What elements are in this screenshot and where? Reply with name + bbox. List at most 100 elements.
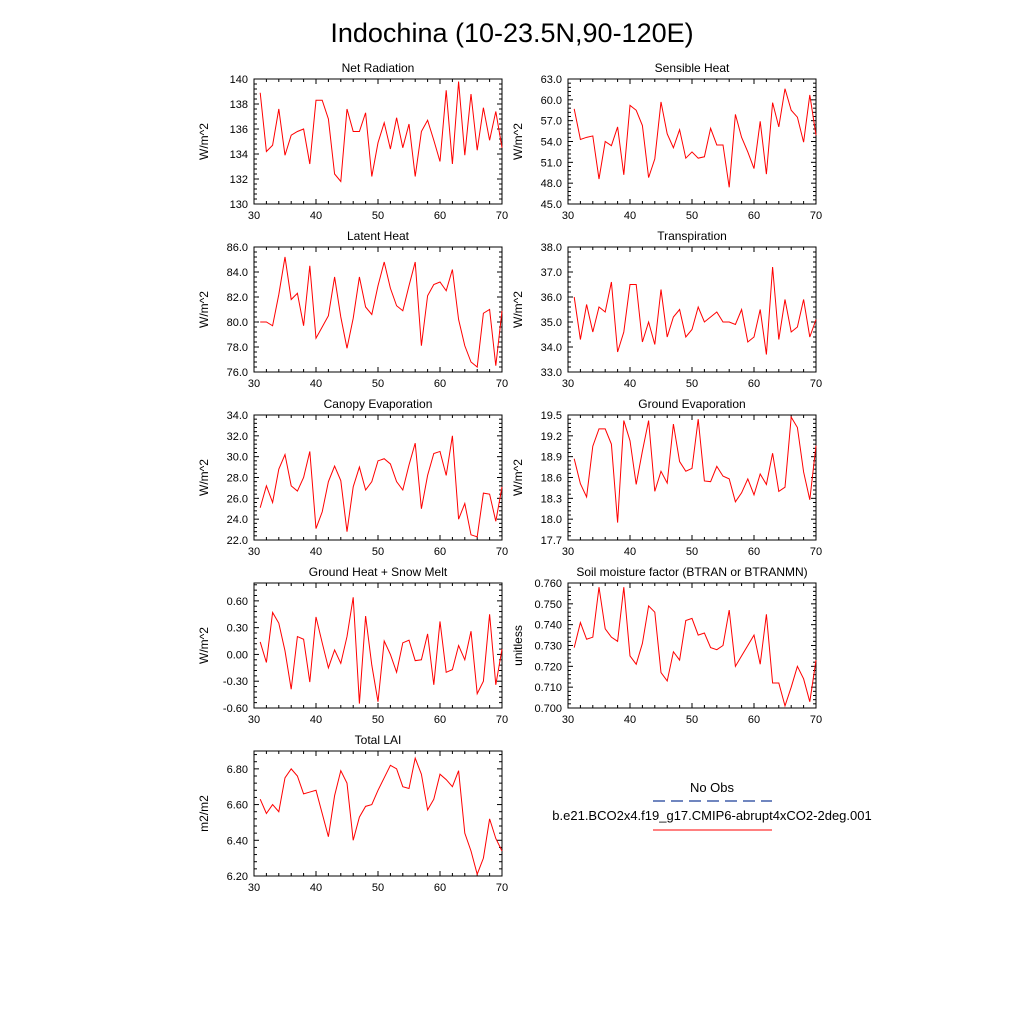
panel-9: Total LAI m2/m2 30 40 50 60 70 6.20 6.40 6.60 6.80 [197, 733, 508, 894]
x-tick-label: 40 [310, 378, 322, 390]
y-tick-label: 48.0 [541, 178, 562, 190]
series-line [259, 756, 503, 876]
y-axis-label: W/m^2 [197, 627, 211, 664]
x-tick-label: 50 [686, 378, 698, 390]
y-tick-label: 18.9 [541, 452, 562, 464]
y-axis-label: unitless [511, 625, 525, 666]
y-tick-label: 36.0 [541, 292, 562, 304]
x-tick-label: 40 [310, 210, 322, 222]
y-tick-label: 38.0 [541, 242, 562, 254]
y-axis-label: m2/m2 [197, 795, 211, 832]
x-tick-label: 50 [372, 882, 384, 894]
x-tick-label: 60 [434, 546, 446, 558]
x-tick-label: 70 [496, 378, 508, 390]
y-tick-label: 57.0 [541, 116, 562, 128]
y-tick-label: 0.30 [227, 623, 248, 635]
x-tick-label: 40 [624, 714, 636, 726]
y-tick-label: 0.760 [534, 578, 562, 590]
y-tick-label: 76.0 [227, 367, 248, 379]
x-tick-label: 30 [248, 210, 260, 222]
plot-frame [253, 414, 503, 541]
x-tick-label: 40 [310, 546, 322, 558]
y-tick-label: 0.700 [534, 703, 562, 715]
y-tick-label: 32.0 [227, 431, 248, 443]
series-line [573, 88, 817, 188]
x-tick-label: 60 [748, 714, 760, 726]
plot-frame [253, 246, 503, 373]
y-axis-label: W/m^2 [197, 291, 211, 328]
y-tick-label: 130 [230, 199, 248, 211]
x-tick-label: 70 [496, 882, 508, 894]
x-tick-label: 60 [748, 546, 760, 558]
y-tick-label: 24.0 [227, 514, 248, 526]
y-tick-label: 82.0 [227, 292, 248, 304]
y-axis-label: W/m^2 [197, 459, 211, 496]
x-tick-label: 30 [562, 378, 574, 390]
y-tick-label: 0.740 [534, 620, 562, 632]
y-tick-label: 136 [230, 124, 248, 136]
panels: Net Radiation W/m^2 30 40 50 60 70 130 132 134 136… [197, 61, 822, 894]
legend: No Obs b.e21.BCO2x4.f19_g17.CMIP6-abrupt… [552, 780, 872, 831]
x-tick-label: 70 [810, 546, 822, 558]
x-tick-label: 40 [310, 882, 322, 894]
panel-title: Sensible Heat [655, 61, 730, 75]
x-tick-label: 50 [372, 714, 384, 726]
y-tick-label: 6.20 [227, 871, 248, 883]
panel-2: Sensible Heat W/m^2 30 40 50 60 70 45.0 48.0 51.0… [511, 61, 822, 222]
panel-title: Soil moisture factor (BTRAN or BTRANMN) [576, 565, 807, 579]
x-tick-label: 70 [810, 210, 822, 222]
y-tick-label: 86.0 [227, 242, 248, 254]
y-axis-label: W/m^2 [197, 123, 211, 160]
x-tick-label: 30 [562, 546, 574, 558]
y-tick-label: 0.710 [534, 682, 562, 694]
y-tick-label: 34.0 [227, 410, 248, 422]
series-line [573, 415, 817, 523]
legend-obs-label: No Obs [690, 780, 735, 795]
x-tick-label: 50 [372, 378, 384, 390]
x-tick-label: 60 [434, 210, 446, 222]
y-tick-label: 78.0 [227, 342, 248, 354]
y-tick-label: 18.3 [541, 493, 562, 505]
series-line [259, 597, 503, 704]
x-tick-label: 70 [810, 714, 822, 726]
y-axis-label: W/m^2 [511, 291, 525, 328]
y-tick-label: 84.0 [227, 267, 248, 279]
y-tick-label: 28.0 [227, 473, 248, 485]
y-tick-label: 6.40 [227, 835, 248, 847]
y-tick-label: 18.6 [541, 473, 562, 485]
y-tick-label: 45.0 [541, 199, 562, 211]
series-line [573, 587, 817, 708]
x-tick-label: 30 [248, 546, 260, 558]
y-tick-label: 0.750 [534, 599, 562, 611]
plot-frame [567, 414, 817, 541]
panel-8: Soil moisture factor (BTRAN or BTRANMN) u… [511, 565, 822, 726]
y-tick-label: 22.0 [227, 535, 248, 547]
series-line [259, 81, 503, 183]
y-tick-label: 19.5 [541, 410, 562, 422]
x-tick-label: 30 [562, 714, 574, 726]
y-tick-label: 63.0 [541, 74, 562, 86]
y-tick-label: 138 [230, 99, 248, 111]
panel-title: Ground Evaporation [638, 397, 745, 411]
x-tick-label: 30 [248, 714, 260, 726]
y-axis-label: W/m^2 [511, 459, 525, 496]
y-tick-label: 134 [230, 149, 248, 161]
y-tick-label: 60.0 [541, 95, 562, 107]
panel-title: Transpiration [657, 229, 727, 243]
plot-frame [253, 750, 503, 877]
y-tick-label: 51.0 [541, 157, 562, 169]
x-tick-label: 40 [624, 378, 636, 390]
y-tick-label: 0.720 [534, 661, 562, 673]
figure-title: Indochina (10-23.5N,90-120E) [330, 18, 693, 48]
y-tick-label: 34.0 [541, 342, 562, 354]
y-tick-label: 54.0 [541, 137, 562, 149]
y-tick-label: 0.00 [227, 649, 248, 661]
y-tick-label: 35.0 [541, 317, 562, 329]
x-tick-label: 70 [810, 378, 822, 390]
x-tick-label: 60 [748, 378, 760, 390]
panel-5: Canopy Evaporation W/m^2 30 40 50 60 70 22.0 24.… [197, 397, 508, 558]
plot-frame [567, 582, 817, 709]
x-tick-label: 50 [372, 210, 384, 222]
panel-1: Net Radiation W/m^2 30 40 50 60 70 130 132 134 136… [197, 61, 508, 222]
